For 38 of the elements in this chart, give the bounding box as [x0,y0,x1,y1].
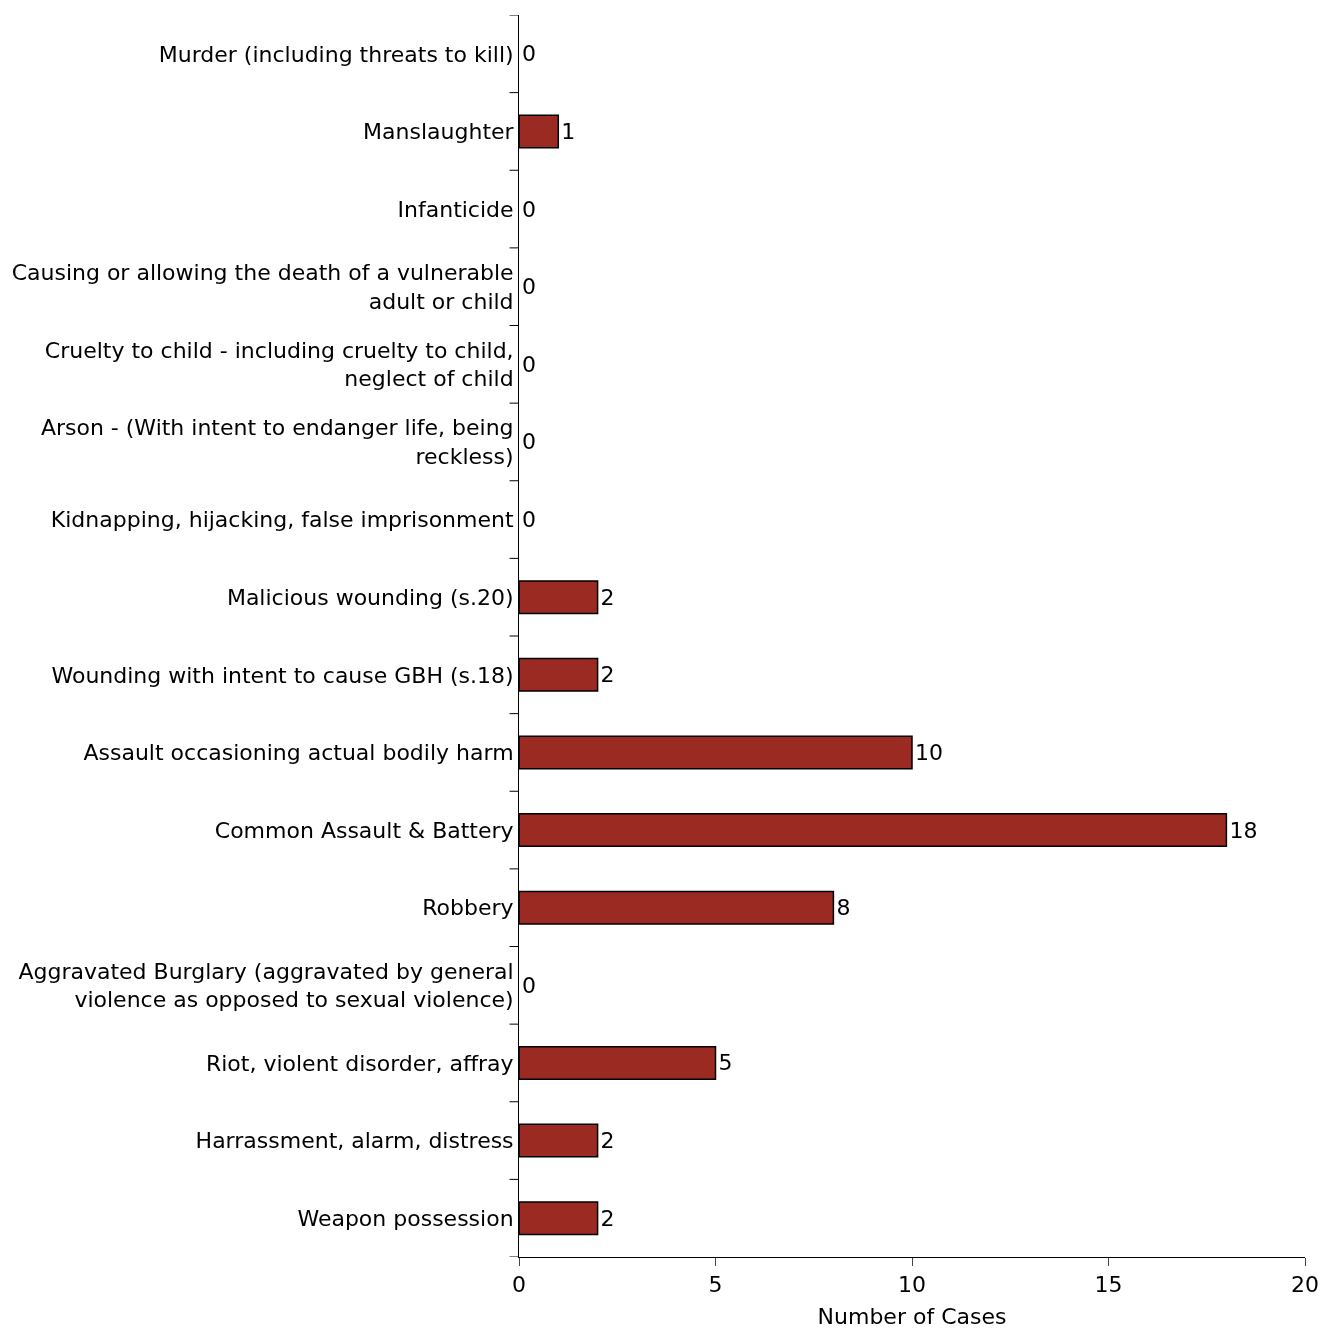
data-label: 0 [522,351,536,377]
data-label: 2 [600,1205,615,1231]
x-axis-title: Number of Cases [817,1304,1007,1330]
data-label: 8 [836,895,851,921]
y-tick-label: Arson - (With intent to endanger life, being reckless) [40,415,514,469]
y-tick-label: Cruelty to child - including cruelty to child, neglect of child [44,337,514,392]
y-tick-label: Infanticide [397,196,514,222]
y-tick-label: Kidnapping, hijacking, false imprisonment [50,507,514,533]
data-label: 0 [522,41,536,67]
y-tick-label: Causing or allowing the death of a vulnerable adult or child [11,260,514,314]
y-tick-label: Murder (including threats to kill) [158,41,514,67]
y-tick-label: Common Assault & Battery [214,817,514,843]
x-tick-label: 10 [898,1272,926,1298]
y-tick-label: Manslaughter [363,119,515,145]
y-tick-label: Aggravated Burglary (aggravated by general violence as opposed to sexual violence) [18,958,514,1013]
data-label: 18 [1229,817,1258,843]
data-label: 1 [561,118,576,144]
y-tick-label: Assault occasioning actual bodily harm [83,740,514,766]
x-tick-label: 5 [708,1272,723,1298]
y-tick-label: Malicious wounding (s.20) [226,584,514,610]
data-label: 0 [522,972,536,998]
data-label: 0 [522,429,536,455]
x-tick-label: 20 [1291,1272,1319,1298]
data-label: 0 [522,274,536,300]
data-label: 2 [600,584,615,610]
data-label: 5 [718,1050,733,1076]
x-tick-label: 0 [512,1272,526,1298]
data-label: 2 [600,1128,615,1154]
y-tick-label: Riot, violent disorder, affray [205,1050,514,1076]
data-label: 10 [915,739,943,765]
data-label: 2 [600,662,615,688]
y-tick-label: Wounding with intent to cause GBH (s.18) [51,662,514,688]
y-tick-label: Harrassment, alarm, distress [195,1128,514,1154]
data-label: 0 [522,196,536,222]
x-tick-label: 15 [1094,1272,1123,1298]
data-label: 0 [522,507,536,533]
y-tick-label: Robbery [422,895,514,921]
y-tick-label: Weapon possession [297,1205,514,1231]
